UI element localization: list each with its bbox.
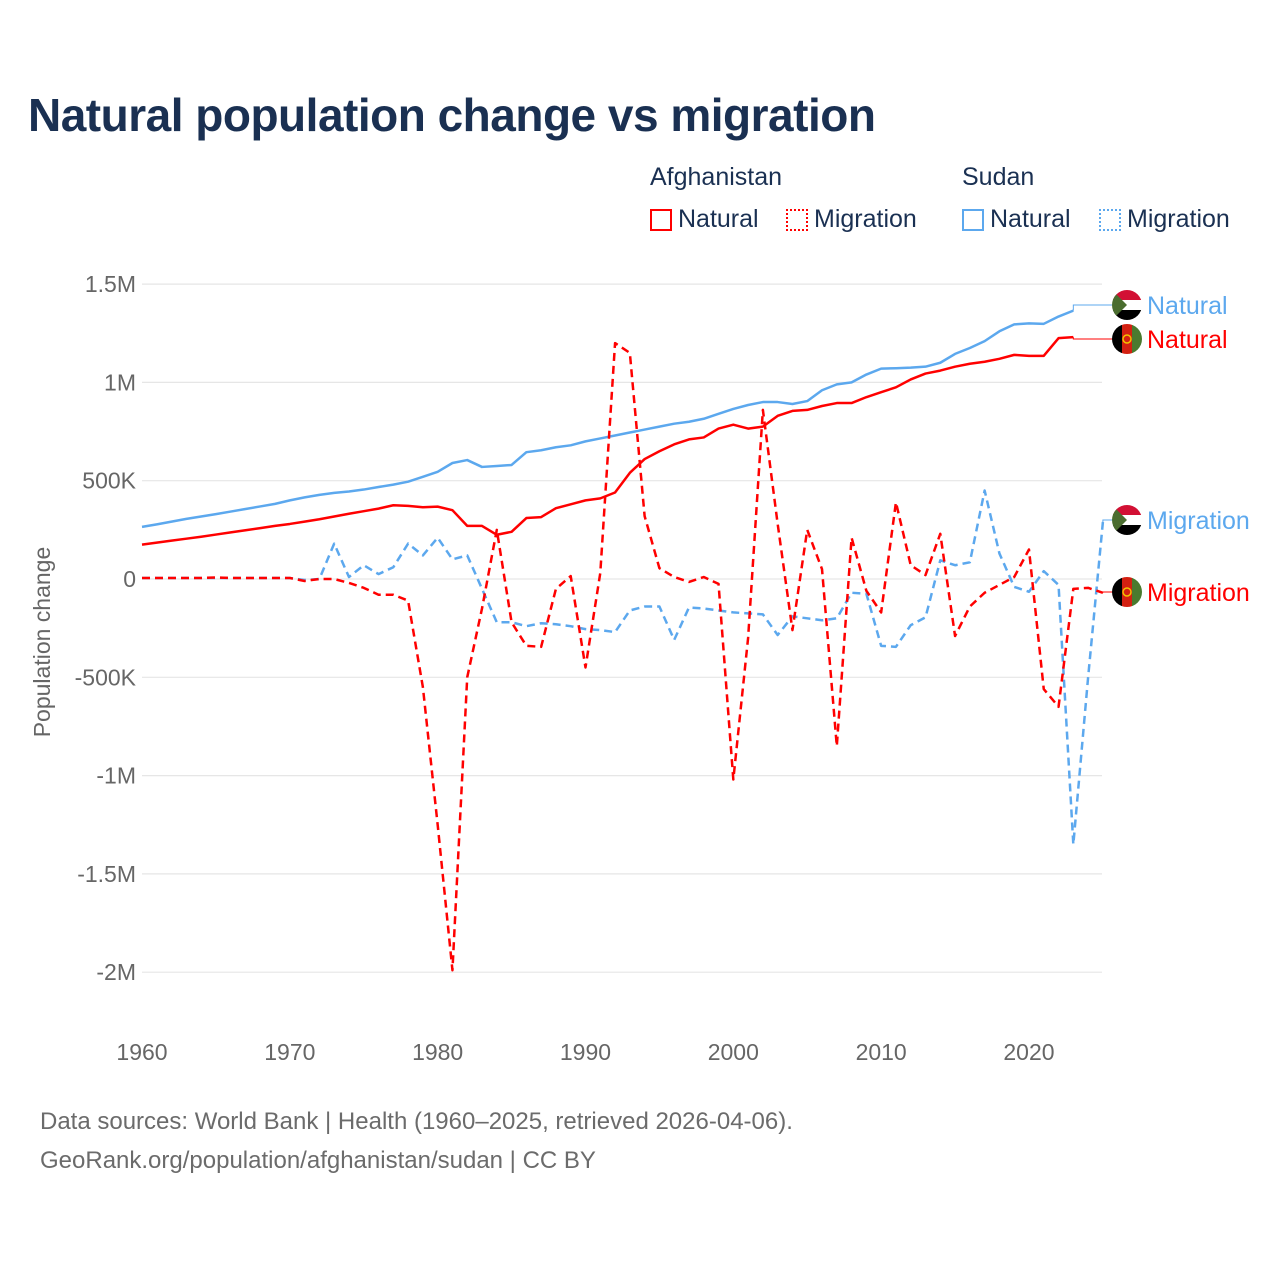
series-line-sudan-migration [142, 489, 1105, 846]
y-tick-label: -1M [96, 763, 136, 789]
line-chart: 1.5M 1M 500K 0 -500K -1M -1.5M -2M 1960 1970 1980 1… [29, 271, 1250, 1065]
solid-swatch-icon [962, 208, 984, 231]
afghanistan-flag-icon [1112, 577, 1142, 607]
legend-sudan-migration[interactable]: Migration [1099, 205, 1230, 234]
label-connector [1072, 304, 1113, 311]
dotted-swatch-icon [1099, 208, 1121, 231]
y-axis-label: Population change [29, 547, 55, 738]
y-tick-label: -1.5M [77, 861, 136, 887]
solid-swatch-icon [650, 208, 672, 231]
y-tick-label: 500K [82, 468, 136, 494]
legend-sudan-natural[interactable]: Natural [962, 205, 1071, 234]
x-tick-label: 2010 [856, 1039, 907, 1065]
sudan-flag-icon [1112, 290, 1142, 320]
series-end-label: Natural [1147, 326, 1228, 354]
y-tick-label: -2M [96, 959, 136, 985]
afghanistan-flag-icon [1112, 324, 1142, 354]
label-connector [1102, 591, 1113, 593]
y-tick-label: 0 [123, 566, 136, 592]
legend-afghanistan-natural[interactable]: Natural [650, 205, 759, 234]
x-tick-label: 1990 [560, 1039, 611, 1065]
x-tick-label: 2000 [708, 1039, 759, 1065]
label-connector [1072, 337, 1113, 340]
legend-label: Natural [678, 205, 759, 233]
legend-label: Natural [990, 205, 1071, 233]
x-tick-label: 2020 [1003, 1039, 1054, 1065]
x-tick-label: 1980 [412, 1039, 463, 1065]
sudan-flag-icon [1112, 505, 1142, 535]
y-tick-label: -500K [75, 664, 137, 690]
series-line-afghanistan-natural [141, 335, 1074, 546]
dotted-swatch-icon [786, 208, 808, 231]
x-tick-label: 1960 [116, 1039, 167, 1065]
legend-group-sudan: Sudan [962, 163, 1035, 191]
y-tick-label: 1.5M [85, 271, 136, 297]
label-connector [1102, 519, 1113, 522]
y-tick-label: 1M [104, 369, 136, 395]
x-tick-label: 1970 [264, 1039, 315, 1065]
source-url[interactable]: GeoRank.org/population/afghanistan/sudan… [40, 1147, 596, 1174]
source-line: Data sources: World Bank | Health (1960–… [40, 1108, 793, 1135]
legend-group-afghanistan: Afghanistan [650, 163, 783, 191]
chart-title: Natural population change vs migration [28, 89, 876, 141]
legend-label: Migration [1127, 205, 1230, 233]
legend-afghanistan-migration[interactable]: Migration [786, 205, 917, 234]
series-line-sudan-natural [141, 309, 1074, 529]
series-end-label: Natural [1147, 292, 1228, 320]
series-end-label: Migration [1147, 507, 1250, 535]
legend-label: Migration [814, 205, 917, 233]
series-line-afghanistan-migration [142, 341, 1104, 972]
series-end-label: Migration [1147, 579, 1250, 607]
